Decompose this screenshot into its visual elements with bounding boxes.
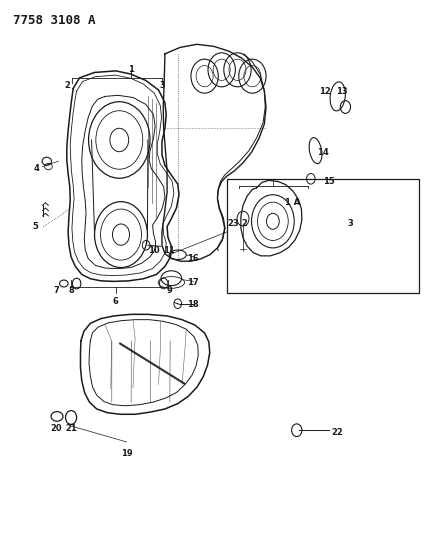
- Bar: [227, 179, 419, 293]
- Text: 1: 1: [128, 66, 134, 74]
- Text: 3: 3: [348, 220, 354, 229]
- Text: 1 A: 1 A: [285, 198, 300, 207]
- Text: 11: 11: [163, 246, 175, 255]
- Text: 6: 6: [113, 296, 119, 305]
- Text: 2: 2: [64, 81, 70, 90]
- Text: 14: 14: [317, 148, 329, 157]
- Text: 10: 10: [149, 246, 160, 255]
- Text: 20: 20: [51, 424, 62, 433]
- Text: 18: 18: [187, 300, 199, 309]
- Text: 23: 23: [227, 220, 239, 229]
- Text: 17: 17: [187, 278, 199, 287]
- Text: 15: 15: [323, 177, 335, 186]
- Text: 16: 16: [187, 254, 199, 263]
- Text: 2: 2: [241, 220, 247, 229]
- Text: 5: 5: [32, 222, 38, 231]
- Text: 3: 3: [160, 81, 166, 90]
- Text: 7758 3108 A: 7758 3108 A: [14, 14, 96, 27]
- Text: 12: 12: [319, 86, 331, 95]
- Text: 9: 9: [166, 286, 172, 295]
- Text: 22: 22: [332, 428, 344, 437]
- Text: 7: 7: [53, 286, 59, 295]
- Text: 21: 21: [65, 424, 77, 433]
- Text: 13: 13: [336, 86, 348, 95]
- Text: 8: 8: [68, 286, 74, 295]
- Text: 4: 4: [34, 164, 40, 173]
- Text: 19: 19: [121, 449, 132, 458]
